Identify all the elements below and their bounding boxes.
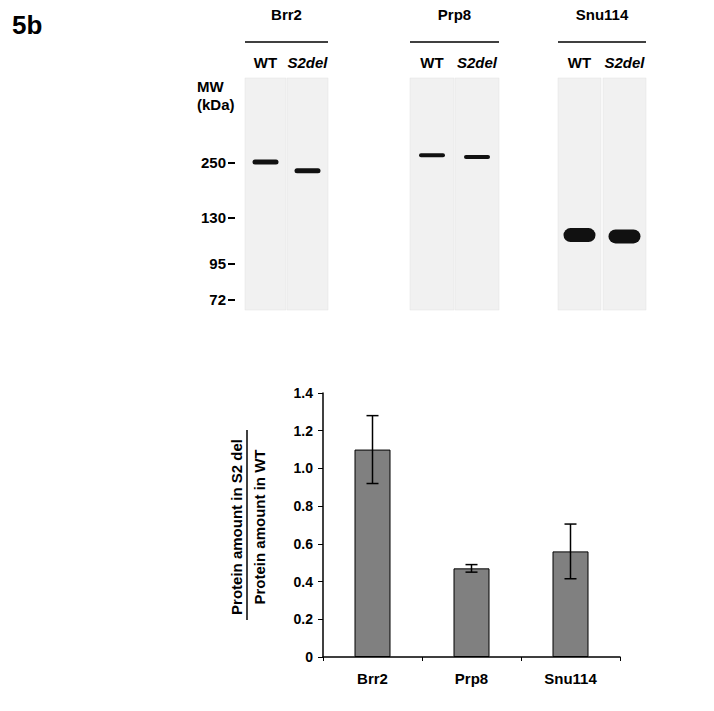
svg-text:Snu114: Snu114 bbox=[576, 6, 629, 23]
svg-text:0: 0 bbox=[305, 649, 313, 665]
svg-text:WT: WT bbox=[420, 54, 443, 71]
svg-text:1.2: 1.2 bbox=[294, 423, 314, 439]
svg-text:130: 130 bbox=[201, 209, 226, 226]
svg-text:72: 72 bbox=[209, 291, 226, 308]
svg-text:MW: MW bbox=[197, 78, 224, 95]
svg-text:Protein amount in WT: Protein amount in WT bbox=[251, 450, 268, 605]
svg-text:0.8: 0.8 bbox=[294, 498, 314, 514]
svg-text:WT: WT bbox=[254, 54, 277, 71]
svg-text:Protein amount in S2 del: Protein amount in S2 del bbox=[228, 439, 245, 615]
svg-text:Brr2: Brr2 bbox=[357, 670, 388, 687]
svg-text:Prp8: Prp8 bbox=[455, 670, 488, 687]
svg-text:0.2: 0.2 bbox=[294, 611, 314, 627]
svg-text:0.4: 0.4 bbox=[294, 574, 314, 590]
svg-text:5b: 5b bbox=[12, 10, 42, 40]
svg-text:1.4: 1.4 bbox=[294, 385, 314, 401]
svg-text:95: 95 bbox=[209, 255, 226, 272]
svg-text:Prp8: Prp8 bbox=[438, 6, 471, 23]
svg-text:(kDa): (kDa) bbox=[197, 96, 235, 113]
svg-text:S2del: S2del bbox=[457, 54, 498, 71]
svg-text:WT: WT bbox=[568, 54, 591, 71]
svg-text:Snu114: Snu114 bbox=[544, 670, 597, 687]
svg-text:0.6: 0.6 bbox=[294, 536, 314, 552]
svg-text:S2del: S2del bbox=[287, 54, 328, 71]
svg-text:1.0: 1.0 bbox=[294, 460, 314, 476]
svg-text:250: 250 bbox=[201, 154, 226, 171]
svg-text:S2del: S2del bbox=[604, 54, 645, 71]
svg-text:Brr2: Brr2 bbox=[271, 6, 302, 23]
